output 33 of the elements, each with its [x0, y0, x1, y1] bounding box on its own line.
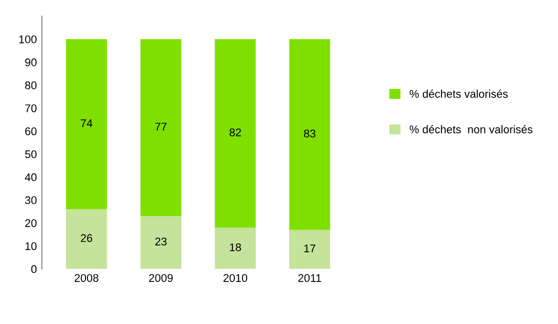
- data-label: 18: [230, 243, 241, 252]
- data-label: 17: [304, 244, 316, 252]
- data-label: 23: [155, 238, 167, 246]
- data-label: 77: [155, 122, 167, 130]
- x-tick-label: 2008: [74, 274, 98, 282]
- bar: [66, 39, 107, 210]
- bar: [66, 209, 107, 269]
- bar: [289, 39, 330, 230]
- legend-label: % déchets non valorisés: [410, 125, 532, 134]
- x-tick-label: 2011: [298, 274, 322, 282]
- y-tick-label: 10: [25, 242, 37, 250]
- data-label: 74: [80, 119, 92, 128]
- y-tick-label: 100: [19, 35, 37, 44]
- y-tick-label: 40: [24, 173, 37, 182]
- bar: [289, 230, 330, 269]
- x-tick-label: 2010: [223, 274, 248, 282]
- y-tick-label: 70: [25, 104, 37, 112]
- legend-label: % déchets valorisés: [410, 90, 508, 98]
- y-tick-label: 90: [25, 58, 37, 66]
- y-tick-label: 50: [25, 150, 37, 158]
- bar: [214, 228, 256, 269]
- data-label: 83: [304, 130, 316, 138]
- data-label: 26: [80, 234, 92, 242]
- bar: [140, 216, 182, 269]
- x-tick-label: 2009: [149, 274, 173, 282]
- y-tick-label: 0: [31, 265, 37, 274]
- bar: [214, 39, 256, 228]
- data-label: 82: [230, 128, 241, 136]
- bar: [140, 39, 182, 216]
- y-tick-label: 30: [25, 196, 37, 204]
- y-tick-label: 60: [25, 127, 37, 136]
- y-tick-label: 20: [25, 219, 37, 228]
- y-tick-label: 80: [25, 81, 37, 90]
